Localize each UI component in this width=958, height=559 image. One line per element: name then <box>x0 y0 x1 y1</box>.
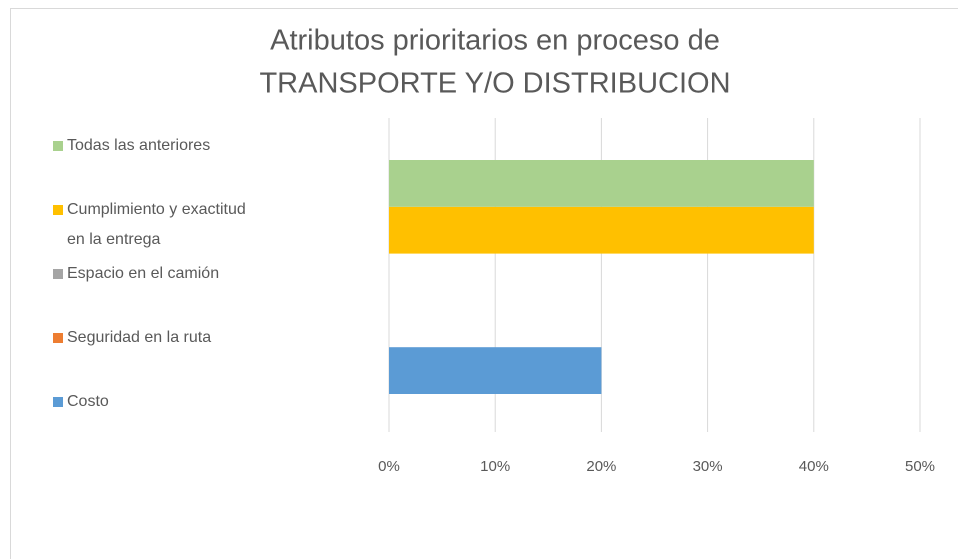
legend-label-line: Cumplimiento y exactitud <box>67 201 246 218</box>
legend-label: Espacio en el camión <box>67 265 219 282</box>
x-tick-label: 40% <box>799 458 829 475</box>
legend-swatch <box>53 141 63 151</box>
x-tick-label: 50% <box>905 458 935 475</box>
x-tick-label: 30% <box>693 458 723 475</box>
x-tick-label: 0% <box>378 458 400 475</box>
x-tick-label: 20% <box>586 458 616 475</box>
legend-swatch <box>53 333 63 343</box>
chart-frame <box>10 8 958 559</box>
bar <box>389 347 602 394</box>
legend-label: Costo <box>67 393 109 410</box>
legend-label: Todas las anteriores <box>67 137 210 154</box>
legend-swatch <box>53 269 63 279</box>
bar <box>389 160 814 207</box>
legend-label-line: en la entrega <box>67 231 161 248</box>
chart-title: Atributos prioritarios en proceso de <box>270 25 720 57</box>
legend-swatch <box>53 205 63 215</box>
bar <box>389 206 814 254</box>
chart-title: TRANSPORTE Y/O DISTRIBUCION <box>259 68 730 100</box>
legend-label: Cumplimiento y exactitud en la entrega <box>67 201 246 248</box>
legend-label: Seguridad en la ruta <box>67 329 211 346</box>
legend-swatch <box>53 397 63 407</box>
x-tick-label: 10% <box>480 458 510 475</box>
